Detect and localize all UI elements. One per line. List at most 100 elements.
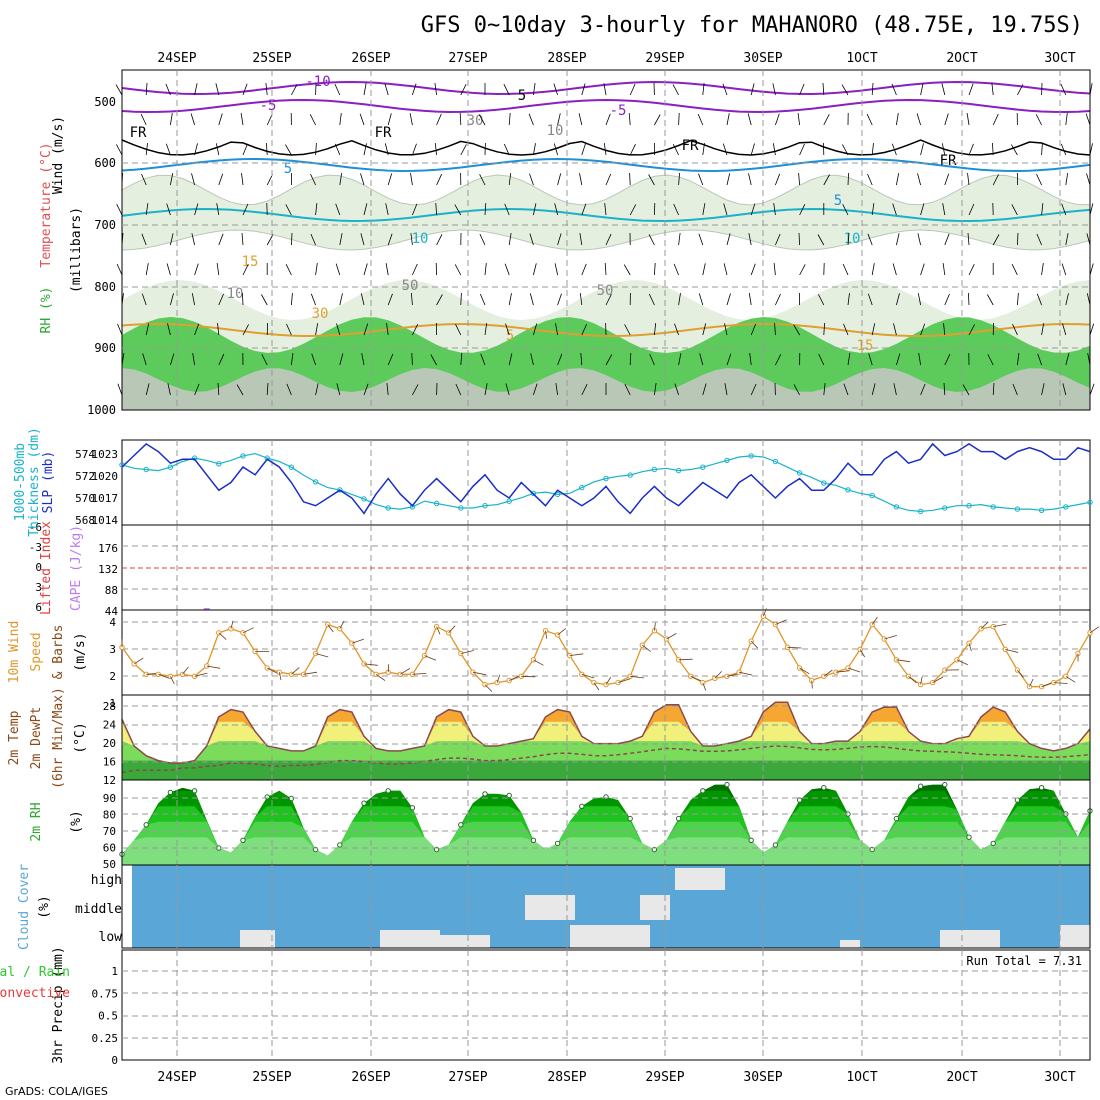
wind-barb-10m (799, 667, 810, 675)
wind-barb (387, 113, 392, 126)
wind-barb (266, 142, 268, 156)
thickness-slp-panel: 574 572 570 568 1023 1020 1017 1014 (75, 439, 1093, 527)
wind-barb (605, 294, 612, 306)
wind-barb (920, 203, 925, 216)
wind-barb (557, 233, 562, 246)
slp-tick-label: 1020 (92, 470, 119, 483)
wind-barb (605, 233, 612, 246)
wind-barb (817, 234, 825, 246)
wind-barb (315, 142, 317, 156)
temp-band (122, 760, 1090, 780)
wind-barb (242, 143, 248, 156)
wind-barb (363, 143, 367, 156)
wind-barb (291, 292, 293, 306)
wind-barb-10m (956, 659, 968, 666)
contour-label: 50 (597, 283, 614, 299)
wind-barb-10m (630, 675, 644, 679)
wind-barb (505, 323, 510, 336)
wind-barb (412, 83, 417, 96)
wind-barb (285, 264, 292, 276)
wind-barb-10m (194, 672, 208, 677)
wind-barb (218, 173, 224, 186)
wind-barb (339, 173, 343, 186)
freezing-level-contour (121, 139, 1091, 156)
wind-barb (339, 353, 344, 366)
wind-barb (629, 172, 631, 186)
thickness-point (675, 467, 682, 474)
precip-frame (121, 949, 1091, 1061)
wind-barb (1065, 233, 1069, 246)
wind-barb (194, 323, 200, 336)
pressure-tick-label: 1000 (87, 403, 116, 417)
rh-point (893, 815, 900, 822)
rh-point (579, 803, 585, 809)
wind-barb (723, 263, 728, 276)
wind-barb (992, 174, 999, 186)
wind-barb (772, 143, 776, 156)
wind-barb (892, 263, 897, 276)
wind-barb (823, 114, 830, 126)
thickness-point (385, 505, 391, 511)
bottom-date-axis: 24SEP 25SEP 26SEP 27SEP 28SEP 29SEP 30SEP 1OCT 2… (157, 1070, 1075, 1085)
thickness-point (651, 466, 658, 473)
wind-barb-10m (170, 676, 175, 685)
wind-barb (386, 323, 389, 336)
wind-barb (336, 323, 341, 336)
wind-barb (799, 264, 806, 276)
pressure-tick-label: 900 (94, 341, 116, 355)
wind-barb (702, 263, 706, 276)
bottom-date-label: 30SEP (743, 1070, 782, 1085)
rh-tick-label: 80 (103, 809, 116, 822)
wind-barb (944, 113, 949, 126)
bottom-date-label: 29SEP (645, 1070, 684, 1085)
wind-barb (991, 83, 994, 96)
temperature-contour (121, 98, 1091, 114)
wind-barb-10m (605, 676, 612, 685)
thickness-point (700, 464, 706, 470)
wind-barb (1065, 113, 1068, 126)
thickness-point (821, 480, 827, 486)
wind-barb (672, 84, 679, 96)
wind-barb (241, 173, 244, 186)
cloud-block (675, 868, 725, 890)
wind-barb (702, 323, 707, 336)
wind-barb (363, 323, 369, 336)
wind-barb (533, 323, 538, 336)
temp2m-label-c: (6hr Min/Max) (51, 687, 66, 789)
wind-barb (581, 323, 588, 336)
wind-barb (387, 353, 394, 366)
rh-point (458, 822, 464, 828)
wind-barb (484, 323, 488, 336)
thickness-point (361, 496, 367, 502)
wind-barb (455, 324, 462, 336)
wind-barb (1035, 114, 1042, 126)
rh-point (627, 815, 633, 822)
wind-barb (605, 354, 613, 366)
bottom-date-label: 1OCT (846, 1070, 877, 1085)
wind-barb-10m (424, 655, 437, 661)
wind-barb (242, 203, 249, 216)
wind-barb (920, 83, 924, 96)
wind-barb-10m (206, 665, 221, 669)
wind-barb-10m (654, 622, 656, 631)
contour-label: 10 (227, 286, 244, 302)
wind-barb (750, 203, 756, 216)
wind-barb (987, 354, 994, 366)
temp2m-label-d: (°C) (73, 722, 88, 753)
rh-point (990, 840, 996, 847)
wind-label: Wind (m/s) (51, 116, 66, 194)
wind-barb (748, 173, 752, 186)
thickness-line (121, 452, 1091, 513)
wind10-label-a: 10m Wind (7, 621, 22, 684)
thickness-point (337, 487, 343, 493)
wind-barb (218, 293, 224, 306)
wind-barb (896, 293, 900, 306)
wind-barb (605, 113, 611, 126)
wind-barb (842, 144, 849, 156)
lifted-index-tick-label: 3 (35, 581, 42, 594)
wind-barb (1060, 143, 1067, 156)
wind-barb (920, 323, 926, 336)
wind-barb (628, 112, 631, 126)
wind-barb (218, 113, 223, 126)
thickness-point (554, 491, 561, 498)
